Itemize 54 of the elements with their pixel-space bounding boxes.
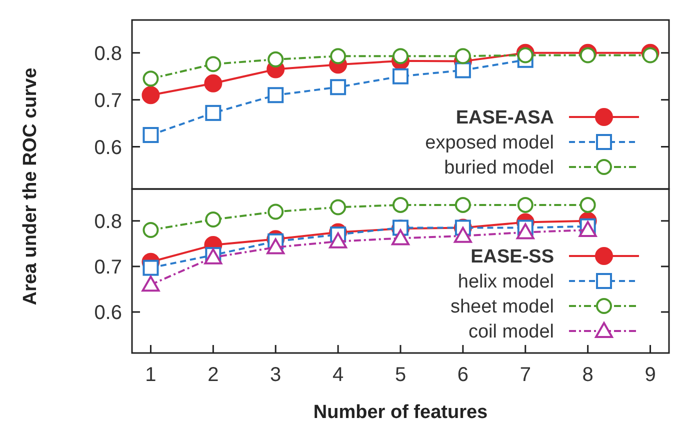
point (330, 199, 346, 216)
point (266, 238, 285, 254)
point (517, 196, 534, 213)
point (142, 260, 159, 276)
legend-label: EASE-ASA (456, 108, 554, 129)
x-tick-label: 9 (644, 364, 656, 386)
x-tick-label: 3 (270, 364, 282, 386)
x-tick-label: 2 (208, 364, 219, 386)
point (516, 223, 534, 240)
point (330, 79, 346, 96)
point (517, 47, 534, 64)
point (392, 48, 408, 64)
point (454, 226, 472, 243)
point (205, 212, 222, 228)
x-tick-label: 4 (332, 364, 344, 386)
point (142, 276, 160, 292)
y-tick-label: 0.7 (94, 256, 122, 278)
legend-label: exposed model (425, 132, 554, 154)
legend-label: sheet model (450, 296, 554, 318)
point (204, 74, 222, 92)
point (329, 232, 348, 248)
legend-label: buried model (444, 158, 554, 179)
point (205, 104, 222, 121)
point (330, 48, 346, 64)
point (392, 229, 410, 246)
point (580, 47, 596, 64)
point (454, 62, 471, 78)
x-tick-label: 6 (457, 364, 469, 386)
legend-label: EASE-SS (470, 246, 554, 268)
point (268, 51, 284, 68)
y-tick-label: 0.6 (94, 136, 122, 159)
point (454, 48, 471, 64)
point (142, 70, 159, 87)
legend-label: helix model (458, 272, 554, 293)
y-tick-label: 0.6 (94, 302, 122, 324)
y-tick-label: 0.7 (94, 90, 122, 112)
legend-label: coil model (468, 322, 554, 343)
point (205, 56, 222, 72)
y-tick-label: 0.8 (94, 210, 122, 233)
point (142, 222, 159, 238)
point (578, 221, 597, 237)
x-axis-title: Number of features (313, 402, 488, 423)
x-tick-label: 5 (394, 364, 406, 386)
point (268, 87, 284, 104)
point (142, 127, 159, 144)
x-tick-label: 8 (582, 364, 594, 386)
y-axis-title: Area under the ROC curve (20, 68, 41, 306)
x-tick-label: 1 (145, 364, 156, 386)
y-tick-label: 0.8 (94, 42, 122, 65)
point (268, 204, 284, 220)
point (142, 86, 160, 104)
point (642, 47, 658, 64)
x-tick-label: 7 (520, 364, 531, 386)
point (392, 68, 408, 84)
